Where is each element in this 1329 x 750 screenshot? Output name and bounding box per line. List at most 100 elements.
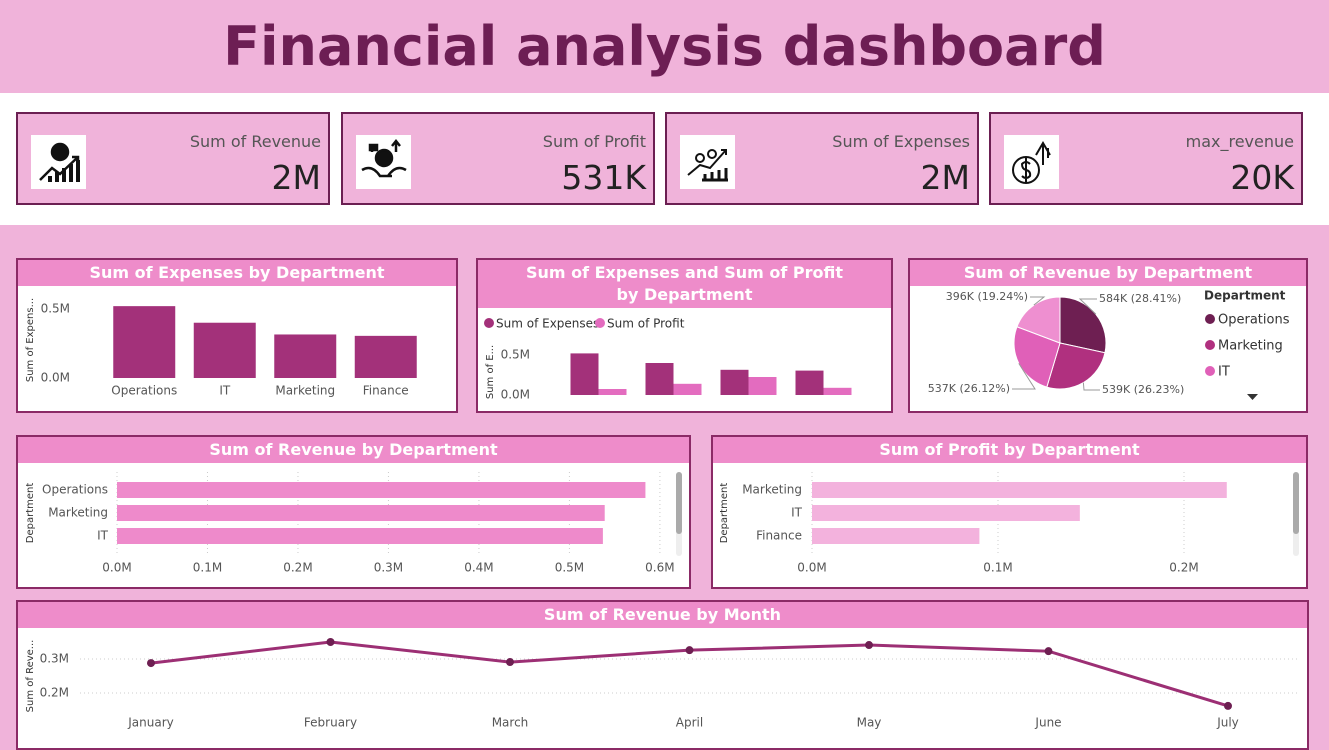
kpi-card: Sum of Revenue 2M (16, 112, 330, 205)
y-axis-label: Department (719, 483, 730, 544)
bar (795, 370, 824, 395)
kpi-value: 2M (920, 158, 970, 197)
leader-line (1082, 382, 1100, 391)
legend-title: Department (1204, 289, 1286, 303)
x-tick-label: 0.1M (193, 561, 222, 575)
x-tick-label: 0.2M (283, 561, 312, 575)
panel-title: Sum of Expenses by Department (18, 260, 456, 286)
y-tick-label: IT (97, 529, 109, 543)
leader-line (1030, 296, 1046, 306)
data-label: 584K (28.41%) (1099, 292, 1181, 305)
x-tick-label: 0.3M (374, 561, 403, 575)
x-tick-label: Marketing (275, 384, 335, 398)
legend-marker (1205, 314, 1215, 324)
legend-marker (1205, 366, 1215, 376)
pie-slice (1013, 326, 1061, 388)
kpi-label: Sum of Profit (542, 132, 646, 151)
bar (812, 528, 980, 544)
legend-label: Sum of Profit (607, 317, 685, 331)
x-tick-label: 0.1M (983, 561, 1012, 575)
point (326, 638, 335, 646)
y-axis-label: Department (25, 483, 36, 544)
y-axis-label: Sum of E... (485, 345, 496, 399)
x-tick-label: 0.0M (797, 561, 826, 575)
bar (117, 528, 603, 544)
x-tick-label: IT (219, 384, 231, 398)
panel: Sum of Revenue by Department (908, 258, 1308, 413)
legend-label: Marketing (1218, 339, 1283, 354)
y-tick-label: 0.5M (41, 301, 70, 315)
point (1224, 701, 1232, 710)
bar (598, 389, 627, 395)
x-tick-label: February (304, 716, 357, 730)
legend-more[interactable] (1247, 394, 1258, 400)
bar (812, 505, 1080, 521)
x-tick-label: 0.5M (555, 561, 584, 575)
page-title: Financial analysis dashboard (223, 15, 1106, 78)
x-tick-label: 0.2M (1169, 561, 1198, 575)
bar (117, 505, 605, 521)
x-tick-label: June (1034, 716, 1061, 730)
x-tick-label: Finance (363, 384, 409, 398)
bar (570, 353, 599, 395)
y-tick-label: 0.2M (40, 686, 69, 700)
panel-title: Sum of Revenue by Department (18, 437, 689, 463)
x-tick-label: Operations (111, 384, 177, 398)
legend-label: Operations (1218, 313, 1290, 328)
y-tick-label: 0.0M (501, 388, 530, 402)
y-tick-label: 0.0M (41, 371, 70, 385)
point (865, 641, 873, 650)
panel-title: Sum of Profit by Department (713, 437, 1306, 463)
bar (274, 334, 337, 378)
icon (1004, 135, 1059, 189)
bar (354, 335, 417, 378)
y-tick-label: IT (791, 506, 803, 520)
point (506, 658, 514, 667)
y-tick-label: 0.5M (501, 348, 530, 362)
x-tick-label: January (127, 716, 174, 730)
bar (823, 387, 852, 395)
data-label: 539K (26.23%) (1102, 383, 1184, 396)
x-tick-label: 0.0M (102, 561, 131, 575)
icon (356, 135, 411, 189)
data-label: 537K (26.12%) (928, 382, 1010, 395)
legend-marker (595, 318, 605, 328)
point (1044, 647, 1053, 656)
legend-marker (1205, 340, 1215, 350)
bar (720, 369, 749, 395)
y-axis-label: Sum of Reve... (25, 640, 36, 713)
x-tick-label: March (492, 716, 529, 730)
kpi-label: Sum of Expenses (832, 132, 970, 151)
bar (748, 377, 777, 395)
x-tick-label: July (1216, 716, 1239, 730)
y-axis-label: Sum of Expens... (25, 298, 36, 382)
panel-title: Sum of Revenue by Department (910, 260, 1306, 286)
y-tick-label: 0.3M (40, 652, 69, 666)
x-tick-label: 0.4M (464, 561, 493, 575)
scrollbar (676, 472, 1299, 556)
icon (31, 135, 86, 189)
legend-marker (484, 318, 494, 328)
panel: Sum of Revenue by Month (16, 600, 1309, 750)
y-tick-label: Finance (756, 529, 802, 543)
bar (812, 482, 1227, 498)
bar (113, 306, 176, 378)
y-tick-label: Marketing (742, 483, 802, 497)
kpi-value: 20K (1230, 158, 1294, 197)
kpi-value: 531K (561, 158, 646, 197)
kpi-label: Sum of Revenue (189, 132, 321, 151)
legend-label: Sum of Expenses (496, 317, 599, 331)
panel-title: Sum of Expenses and Sum of Profit by Dep… (478, 260, 891, 308)
bar (117, 482, 646, 498)
kpi-card: Sum of Profit 531K (341, 112, 655, 205)
x-tick-label: 0.6M (645, 561, 674, 575)
kpi-label: max_revenue (1185, 132, 1294, 151)
point (147, 659, 155, 668)
kpi-value: 2M (271, 158, 321, 197)
x-tick-label: May (857, 716, 882, 730)
leader-line (1012, 363, 1036, 390)
legend-label: IT (1218, 365, 1230, 380)
point (685, 646, 694, 655)
